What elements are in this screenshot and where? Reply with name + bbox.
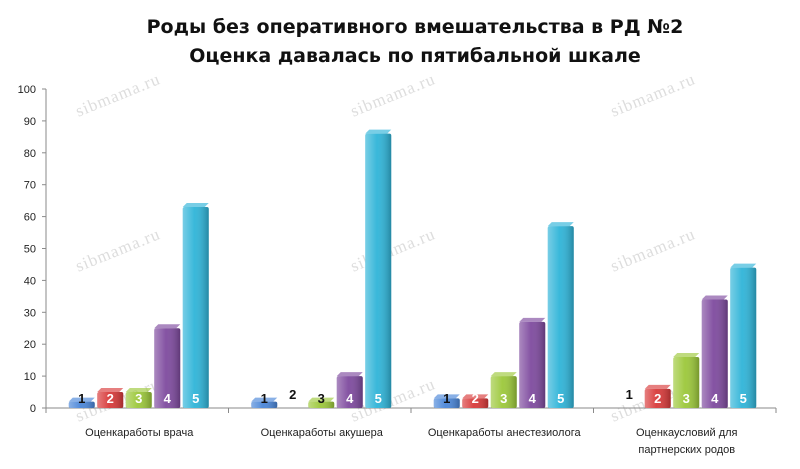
category-label-1-line-1: Оценкаработы врача [85,427,194,439]
bar-label-s4-c4: 4 [711,391,719,406]
bar-label-s1-c4: 1 [626,387,633,402]
bar-label-s5-c1: 5 [192,391,199,406]
bar-shade-s4-c3 [519,321,546,408]
bar-top-s4-c3 [519,317,546,322]
bar-label-s3-c3: 3 [500,391,507,406]
bar-shade-s5-c4 [730,267,757,408]
bar-label-s1-c3: 1 [443,391,450,406]
bar-labels: 1 2 3 4 5 1 2 3 4 5 1 2 3 4 5 1 2 3 4 5 [78,387,747,406]
watermark-text-1: sibmama.ru [348,69,438,120]
bar-top-s3-c2 [308,397,335,402]
bar-shade-s2-c1 [97,392,124,408]
y-tick-label-10: 10 [24,371,36,383]
bar-label-s2-c1: 2 [107,391,114,406]
watermark-text-5: sibmama.ru [608,224,698,275]
y-tick-label-80: 80 [24,148,36,160]
bar-top-s2-c1 [97,388,124,393]
bar-top-s5-c4 [730,263,757,268]
bar-top-s1-c2 [251,397,278,402]
chart-bars [68,129,757,408]
bar-top-s1-c1 [68,397,95,402]
watermark-text-3: sibmama.ru [73,224,163,275]
chart-title: Роды без оперативного вмешательства в РД… [147,16,684,67]
y-tick-label-40: 40 [24,275,36,287]
bar-top-s3-c4 [673,352,700,357]
y-tick-label-100: 100 [18,84,36,96]
bar-label-s3-c2: 3 [318,391,325,406]
bar-shade-s3-c1 [125,392,152,408]
bar-shade-s3-c3 [490,376,517,408]
bar-label-s4-c3: 4 [529,391,537,406]
bar-label-s2-c4: 2 [654,391,661,406]
y-tick-label-0: 0 [30,403,36,415]
watermark-text-2: sibmama.ru [608,69,698,120]
bar-label-s3-c4: 3 [683,391,690,406]
bar-label-s2-c2: 2 [289,387,296,402]
bar-top-s4-c4 [701,295,728,300]
bar-top-s4-c1 [154,324,181,329]
bar-top-s3-c1 [125,388,152,393]
bar-shade-s5-c1 [182,207,209,408]
bar-shade-s5-c3 [547,226,574,408]
bar-shade-s1-c2 [251,401,278,408]
bar-shade-s4-c2 [336,376,363,408]
y-tick-label-70: 70 [24,180,36,192]
y-tick-label-30: 30 [24,307,36,319]
chart-title-line-2: Оценка давалась по пятибальной шкале [189,45,641,67]
category-label-2-line-1: Оценкаработы акушера [261,427,384,439]
bar-shade-s4-c1 [154,328,181,408]
bar-top-s5-c2 [365,129,392,134]
bar-top-s5-c1 [182,203,209,208]
y-tick-label-90: 90 [24,116,36,128]
bar-shade-s5-c2 [365,133,392,408]
bar-label-s4-c1: 4 [164,391,172,406]
bar-label-s5-c3: 5 [557,391,564,406]
category-label-4-line-1: Оценкаусловий для [636,427,738,439]
bar-shade-s3-c2 [308,401,335,408]
bar-top-s5-c3 [547,222,574,227]
bar-top-s2-c4 [644,384,671,389]
bar-shade-s2-c3 [462,398,489,408]
chart-title-line-1: Роды без оперативного вмешательства в РД… [147,16,684,38]
bar-shade-s1-c1 [68,401,95,408]
y-tick-label-50: 50 [24,244,36,256]
bar-shade-s3-c4 [673,356,700,408]
category-labels: Оценкаработы врача Оценкаработы акушера Оц… [85,427,737,456]
bar-shade-s2-c4 [644,388,671,408]
y-tick-label-60: 60 [24,212,36,224]
bar-label-s1-c1: 1 [78,391,85,406]
bar-top-s3-c3 [490,372,517,377]
bar-label-s1-c2: 1 [261,391,268,406]
category-label-4-line-2: партнерских родов [638,444,735,456]
y-tick-label-20: 20 [24,339,36,351]
bar-label-s5-c2: 5 [375,391,382,406]
bar-top-s2-c3 [462,394,489,399]
bar-label-s3-c1: 3 [135,391,142,406]
bar-label-s4-c2: 4 [346,391,354,406]
bar-top-s4-c2 [336,372,363,377]
bar-shade-s4-c4 [701,299,728,408]
bar-top-s1-c3 [433,394,460,399]
bar-label-s5-c4: 5 [740,391,747,406]
category-label-3-line-1: Оценкаработы анестезиолога [428,427,582,439]
watermark-text-4: sibmama.ru [348,224,438,275]
bar-shade-s1-c3 [433,398,460,408]
bar-label-s2-c3: 2 [472,391,479,406]
watermark-text-0: sibmama.ru [73,69,163,120]
